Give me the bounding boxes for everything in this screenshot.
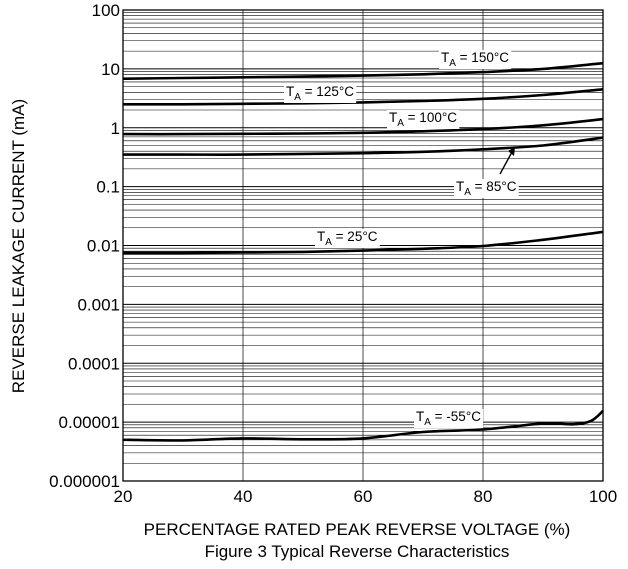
y-tick-label: 0.001 <box>77 295 120 314</box>
y-axis-title: REVERSE LEAKAGE CURRENT (mA) <box>9 99 28 393</box>
series-label-bg <box>439 50 512 69</box>
x-tick-label: 40 <box>234 487 253 506</box>
x-tick-label: 60 <box>354 487 373 506</box>
plot-frame <box>122 9 604 482</box>
series-line <box>122 88 604 106</box>
y-tick-labels: 0.000001 0.00001 0.0001 0.001 0.01 0.1 1 10 100 <box>49 1 120 491</box>
y-tick-label: 0.00001 <box>59 413 120 432</box>
series-label: TA = -55°C <box>416 409 481 428</box>
y-tick-label: 1 <box>111 119 120 138</box>
series-label-bg <box>454 179 519 198</box>
x-tick-label: 100 <box>589 487 617 506</box>
series-line <box>123 230 604 255</box>
curve-label-layer: TA = 150°C TA = 125°C TA = 100°C TA = 85°C T… <box>284 50 519 428</box>
y-tick-label: 0.1 <box>96 178 120 197</box>
series-line <box>123 136 604 156</box>
series-line <box>122 409 604 442</box>
y-tick-label: 0.0001 <box>68 354 120 373</box>
series-label: TA = 25°C <box>317 229 378 248</box>
y-tick-label: 10 <box>101 60 120 79</box>
y-tick-label: 0.01 <box>87 237 120 256</box>
label-arrow <box>499 147 515 175</box>
x-axis-title: PERCENTAGE RATED PEAK REVERSE VOLTAGE (%… <box>144 520 571 539</box>
series-line <box>122 61 604 80</box>
figure-caption: Figure 3 Typical Reverse Characteristics <box>205 542 510 561</box>
series-label-bg <box>284 84 357 103</box>
x-tick-label: 80 <box>474 487 493 506</box>
series-label: TA = 100°C <box>389 110 457 129</box>
series-line <box>122 117 604 136</box>
series-label: TA = 125°C <box>286 84 354 103</box>
series-label: TA = 85°C <box>456 179 517 198</box>
y-tick-label: 0.000001 <box>49 472 120 491</box>
x-tick-labels: 20 40 60 80 100 <box>114 487 618 506</box>
curve-layer <box>122 61 604 442</box>
series-label-bg <box>414 409 484 428</box>
y-tick-label: 100 <box>92 1 120 20</box>
series-label: TA = 150°C <box>441 50 509 69</box>
grid-layer <box>123 10 603 481</box>
x-tick-label: 20 <box>114 487 133 506</box>
series-label-bg <box>387 110 460 129</box>
series-label-bg <box>315 229 380 248</box>
